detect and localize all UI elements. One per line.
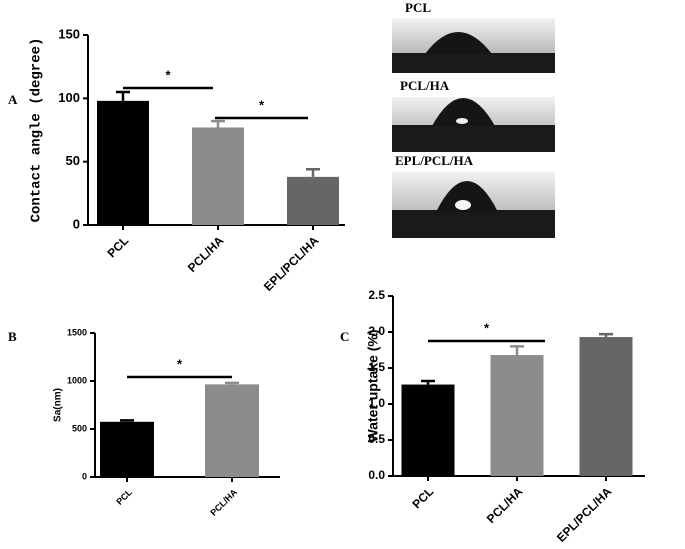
- error-bar: [599, 332, 613, 338]
- significance-marker: *: [177, 356, 183, 371]
- bar: [192, 127, 244, 225]
- y-tick-label: 1000: [67, 375, 87, 385]
- error-bar: [421, 379, 435, 385]
- x-tick-label: EPL/PCL/HA: [554, 484, 615, 545]
- x-tick-label: PCL/HA: [185, 233, 227, 275]
- y-tick-label: 0: [73, 216, 80, 231]
- y-axis-label: Contact angle (degree): [29, 38, 45, 223]
- x-tick-label: PCL/HA: [484, 484, 526, 526]
- substrate: [392, 125, 555, 152]
- droplet: [436, 181, 498, 212]
- error-bar: [211, 119, 225, 128]
- droplet-images: PCL PCL/HA EPL/PCL/HA: [392, 0, 555, 238]
- y-tick-label: 50: [66, 153, 80, 168]
- y-tick-label: 1500: [67, 327, 87, 337]
- bar: [287, 176, 339, 225]
- y-tick-label: 0.5: [368, 432, 385, 446]
- x-tick-label: PCL: [409, 484, 436, 511]
- y-tick-label: 1.0: [368, 396, 385, 410]
- image-label: PCL: [405, 0, 431, 15]
- significance-marker: *: [484, 320, 490, 335]
- droplet-highlight: [456, 118, 468, 124]
- panel-label: B: [8, 329, 17, 344]
- y-tick-label: 2.0: [368, 324, 385, 338]
- x-tick-label: PCL: [104, 233, 131, 260]
- panel-label: C: [340, 329, 349, 344]
- significance-marker: *: [259, 97, 265, 112]
- y-tick-label: 2.5: [368, 288, 385, 302]
- y-tick-label: 1.5: [368, 360, 385, 374]
- y-tick-label: 150: [58, 26, 80, 41]
- x-tick-label: PCL/HA: [208, 487, 239, 518]
- y-axis-label: Sa(nm): [53, 388, 64, 422]
- error-bar: [116, 90, 130, 101]
- y-tick-label: 0: [82, 471, 87, 481]
- bar: [579, 337, 633, 476]
- significance-marker: *: [165, 67, 171, 82]
- error-bar: [510, 345, 524, 356]
- droplet-highlight: [455, 200, 471, 210]
- bar: [205, 384, 259, 477]
- y-axis-label: Water uptake (%): [365, 329, 381, 442]
- error-bar: [225, 381, 239, 385]
- y-tick-label: 100: [58, 90, 80, 105]
- panel-label: A: [8, 92, 18, 107]
- x-tick-label: PCL: [114, 487, 134, 507]
- image-label: EPL/PCL/HA: [395, 153, 474, 168]
- y-tick-label: 0.0: [368, 468, 385, 482]
- bar: [100, 421, 154, 477]
- error-bar: [120, 419, 134, 422]
- substrate: [392, 53, 555, 73]
- droplet: [425, 32, 492, 54]
- droplet: [432, 98, 495, 126]
- bar: [97, 100, 149, 225]
- x-tick-label: EPL/PCL/HA: [261, 233, 322, 294]
- y-tick-label: 500: [72, 423, 87, 433]
- bar: [490, 355, 544, 476]
- bar: [401, 384, 455, 476]
- error-bar: [306, 168, 320, 177]
- image-label: PCL/HA: [400, 78, 450, 93]
- substrate: [392, 210, 555, 238]
